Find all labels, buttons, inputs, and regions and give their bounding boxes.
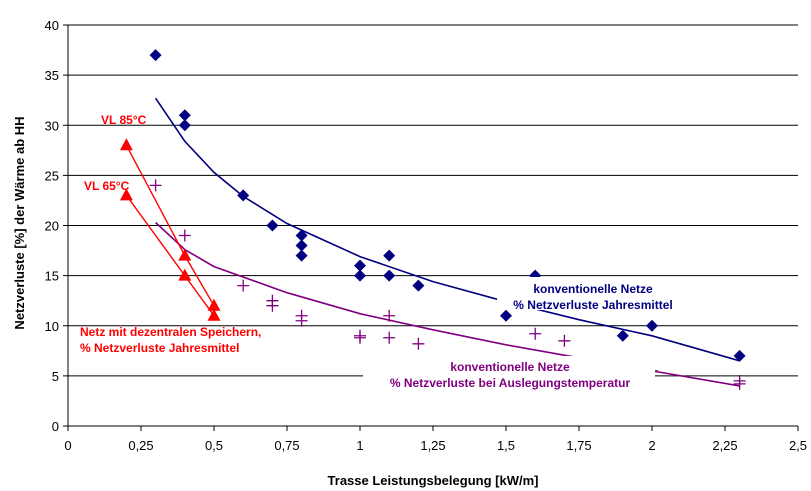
plus-point: [529, 327, 542, 340]
annotation-box: [363, 356, 655, 395]
diamond-point: [178, 119, 191, 132]
plus-point: [149, 179, 162, 192]
plus-point: [733, 377, 746, 390]
annotation-label: % Netzverluste bei Auslegungstemperatur: [390, 376, 631, 390]
annotation-label: VL 85°C: [101, 113, 147, 127]
triangle-point: [119, 188, 133, 201]
diamond-point: [733, 349, 746, 362]
diamond-point: [266, 219, 279, 232]
annotation-box: [497, 277, 693, 310]
triangle-point: [178, 248, 192, 261]
diamond-point: [149, 49, 162, 62]
y-tick-label: 25: [45, 168, 59, 183]
y-tick-label: 15: [45, 269, 59, 284]
y-tick-label: 35: [45, 68, 59, 83]
data-points: [119, 49, 746, 390]
plus-point: [383, 309, 396, 322]
y-tick-label: 30: [45, 118, 59, 133]
annotation-label: % Netzverluste Jahresmittel: [80, 341, 239, 355]
annotation-label: konventionelle Netze: [533, 282, 653, 296]
plus-point: [295, 314, 308, 327]
plus-point: [178, 229, 191, 242]
y-tick-label: 10: [45, 319, 59, 334]
trendlines: [154, 97, 740, 387]
x-tick-label: 0,25: [128, 438, 153, 453]
y-tick-label: 5: [52, 369, 59, 384]
gridlines: [68, 24, 798, 377]
trendline-0: [154, 97, 740, 362]
diamond-point: [500, 309, 512, 322]
x-axis-title: Trasse Leistungsbelegung [kW/m]: [328, 473, 539, 488]
plus-point: [237, 279, 250, 292]
y-tick-label: 40: [45, 18, 59, 33]
plus-point: [354, 331, 366, 344]
diamond-point: [383, 269, 396, 282]
annotation-label: konventionelle Netze: [450, 360, 570, 374]
axes: [63, 24, 799, 431]
x-tick-label: 0,5: [205, 438, 223, 453]
diamond-point: [354, 269, 366, 282]
diamond-point: [354, 259, 366, 272]
annotation-label: % Netzverluste Jahresmittel: [513, 298, 672, 312]
diamond-point: [646, 319, 658, 332]
diamond-point: [412, 279, 425, 292]
diamond-point: [616, 329, 629, 342]
diamond-point: [295, 249, 308, 262]
x-tick-label: 1,75: [566, 438, 591, 453]
diamond-point: [383, 249, 396, 262]
triangle-point: [178, 268, 192, 281]
y-tick-labels: 0 5 10 15 20 25 30 35 40: [45, 18, 59, 434]
triangle-point: [119, 138, 133, 151]
diamond-point: [178, 109, 191, 122]
diamond-point: [295, 229, 308, 242]
diamond-point: [237, 189, 250, 202]
plus-point: [266, 299, 279, 312]
y-tick-label: 20: [45, 219, 59, 234]
diamond-point: [295, 239, 308, 252]
x-tick-label: 0: [64, 438, 71, 453]
triangle-point: [207, 308, 221, 321]
plus-point: [383, 331, 396, 344]
red-series-lines: [125, 144, 215, 317]
x-tick-labels: 0 0,25 0,5 0,75 1 1,25 1,5 1,75 2 2,25 2,5: [64, 438, 807, 453]
x-tick-label: 2,5: [789, 438, 807, 453]
x-tick-label: 1,25: [420, 438, 445, 453]
x-tick-label: 2,25: [712, 438, 737, 453]
x-tick-label: 1,5: [497, 438, 515, 453]
x-tick-label: 1: [356, 438, 363, 453]
y-tick-label: 0: [52, 419, 59, 434]
x-tick-label: 0,75: [274, 438, 299, 453]
annotations: VL 85°C VL 65°C Netz mit dezentralen Speic…: [80, 113, 693, 395]
annotation-label: VL 65°C: [84, 179, 130, 193]
x-tick-label: 2: [648, 438, 655, 453]
plus-point: [558, 334, 571, 347]
series-line-3: [125, 194, 215, 317]
y-axis-title: Netzverluste [%] der Wärme ab HH: [12, 116, 27, 329]
annotation-label: Netz mit dezentralen Speichern,: [80, 325, 261, 339]
triangle-point: [207, 298, 221, 311]
plus-point: [412, 337, 425, 350]
